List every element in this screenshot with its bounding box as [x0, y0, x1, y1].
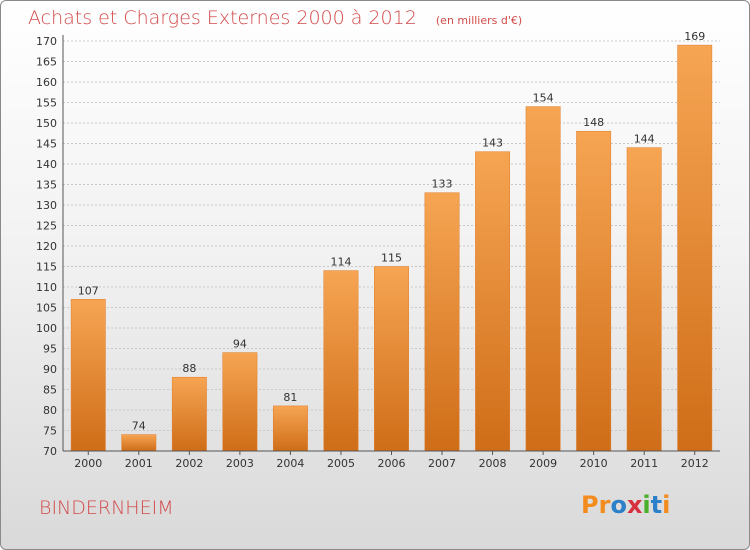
data-label: 94 [233, 338, 247, 351]
proxiti-logo[interactable]: Proxiti [581, 491, 670, 519]
x-tick-label: 2008 [479, 457, 507, 470]
data-label: 114 [330, 256, 351, 269]
y-tick-label: 125 [36, 220, 57, 233]
y-tick-label: 85 [43, 384, 57, 397]
data-label: 88 [182, 362, 196, 375]
bars: 107 74 88 94 81 114 115 133 143 154 148 144 169 [70, 30, 713, 452]
y-tick-label: 140 [36, 158, 57, 171]
data-label: 115 [381, 252, 402, 265]
chart-title: Achats et Charges Externes 2000 à 2012 [28, 7, 417, 29]
x-tick-label: 2007 [428, 457, 456, 470]
x-tick-label: 2009 [529, 457, 557, 470]
bar [677, 44, 713, 452]
axes: 70 75 80 85 90 95 100 105 110 115 120 125 130 135 140 1… [36, 35, 720, 470]
bar [374, 266, 409, 452]
x-tick-label: 2000 [74, 457, 102, 470]
y-tick-label: 110 [36, 281, 57, 294]
y-tick-label: 145 [36, 138, 57, 151]
data-label: 148 [583, 116, 604, 129]
bar [171, 376, 207, 452]
logo-letter: o [610, 491, 627, 519]
bar [272, 405, 308, 452]
data-label: 74 [132, 420, 146, 433]
chart-subtitle: (en milliers d'€) [435, 14, 523, 27]
bar [525, 106, 561, 452]
data-label: 154 [533, 92, 554, 105]
x-tick-label: 2002 [175, 457, 203, 470]
y-tick-label: 115 [36, 261, 57, 274]
logo-letter: i [662, 491, 671, 519]
y-tick-label: 95 [43, 343, 57, 356]
logo-letter: x [626, 491, 643, 519]
y-tick-label: 170 [36, 35, 57, 48]
x-tick-label: 2006 [378, 457, 406, 470]
y-tick-label: 90 [43, 363, 57, 376]
logo-letter: t [650, 491, 663, 519]
bar [626, 147, 662, 452]
x-tick-label: 2011 [630, 457, 658, 470]
x-tick-label: 2001 [125, 457, 153, 470]
y-tick-label: 155 [36, 97, 57, 110]
data-label: 133 [432, 178, 453, 191]
place-name: BINDERNHEIM [39, 497, 174, 519]
bar [121, 434, 157, 452]
logo-letter: r [598, 491, 611, 519]
bar [222, 352, 258, 452]
x-tick-label: 2003 [226, 457, 254, 470]
data-label: 107 [78, 284, 99, 297]
logo-letter: i [642, 491, 651, 519]
y-tick-label: 80 [43, 404, 57, 417]
y-tick-label: 105 [36, 302, 57, 315]
y-tick-label: 75 [43, 425, 57, 438]
title-block: Achats et Charges Externes 2000 à 2012 (… [28, 7, 522, 29]
bar [576, 130, 612, 452]
y-tick-label: 135 [36, 179, 57, 192]
data-label: 169 [684, 30, 705, 43]
y-tick-label: 100 [36, 322, 57, 335]
bar [323, 270, 359, 452]
bar [475, 151, 511, 452]
x-tick-label: 2010 [580, 457, 608, 470]
y-tick-label: 165 [36, 56, 57, 69]
y-tick-label: 130 [36, 199, 57, 212]
y-tick-label: 120 [36, 240, 57, 253]
data-label: 144 [634, 133, 655, 146]
data-label: 81 [283, 391, 297, 404]
x-tick-label: 2004 [276, 457, 304, 470]
y-tick-label: 70 [43, 445, 57, 458]
data-label: 143 [482, 137, 503, 150]
logo-letter: P [581, 491, 599, 519]
bar [70, 299, 106, 452]
bar [424, 192, 460, 452]
y-tick-label: 150 [36, 117, 57, 130]
x-tick-label: 2012 [681, 457, 709, 470]
y-tick-label: 160 [36, 76, 57, 89]
x-tick-label: 2005 [327, 457, 355, 470]
